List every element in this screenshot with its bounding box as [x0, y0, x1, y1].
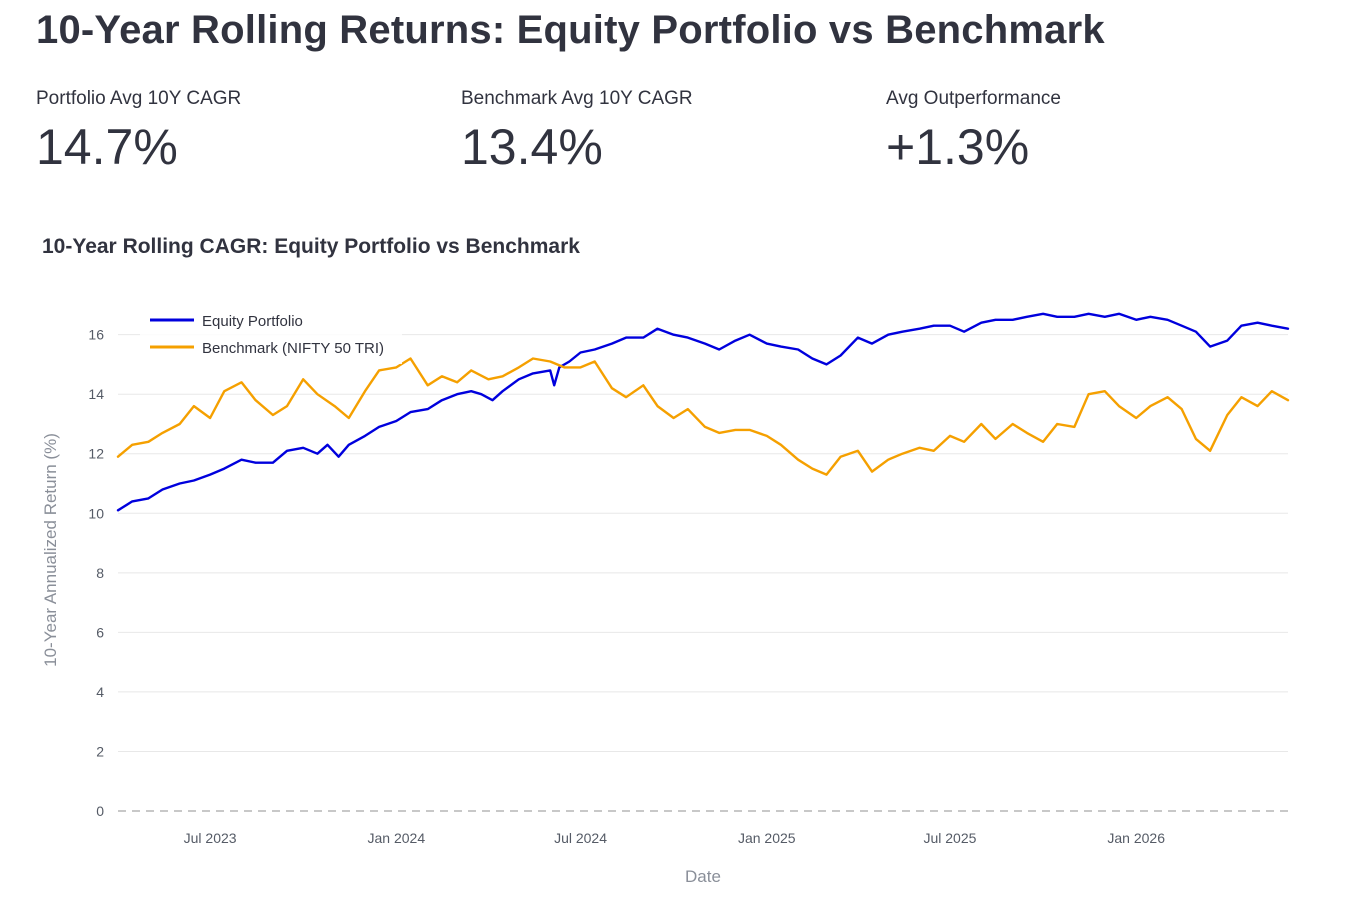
y-tick-label: 4: [96, 684, 104, 700]
metric-label: Avg Outperformance: [886, 88, 1061, 109]
y-axis-title: 10-Year Annualized Return (%): [41, 433, 60, 667]
metric-benchmark-avg: Benchmark Avg 10Y CAGR 13.4%: [461, 88, 861, 175]
metric-value: 13.4%: [461, 119, 603, 175]
metric-avg-outperformance: Avg Outperformance +1.3%: [886, 88, 1286, 175]
chart-title: 10-Year Rolling CAGR: Equity Portfolio v…: [42, 235, 580, 258]
y-tick-label: 14: [88, 386, 104, 402]
x-tick-label: Jul 2024: [554, 830, 607, 846]
metric-portfolio-avg: Portfolio Avg 10Y CAGR 14.7%: [36, 88, 436, 175]
legend-label-equity-portfolio[interactable]: Equity Portfolio: [202, 313, 303, 330]
series-line-equity-portfolio[interactable]: [116, 312, 1290, 512]
x-axis-ticks: Jul 2023 Jan 2024 Jul 2024 Jan 2025 Jul 2025…: [184, 830, 1166, 846]
y-tick-label: 10: [88, 505, 104, 521]
page-title: 10-Year Rolling Returns: Equity Portfoli…: [36, 8, 1105, 52]
y-axis-ticks: 0 2 4 6 8 10 12 14 16: [88, 327, 104, 819]
rolling-cagr-chart[interactable]: 10-Year Rolling CAGR: Equity Portfolio v…: [0, 220, 1340, 895]
x-tick-label: Jan 2024: [368, 830, 426, 846]
y-tick-label: 6: [96, 624, 104, 640]
y-tick-label: 16: [88, 327, 104, 343]
metric-label: Benchmark Avg 10Y CAGR: [461, 88, 693, 109]
series-line-benchmark[interactable]: [116, 357, 1290, 476]
gridlines: [118, 334, 1288, 812]
legend[interactable]: Equity Portfolio Benchmark (NIFTY 50 TRI…: [140, 302, 402, 364]
metric-value: +1.3%: [886, 119, 1030, 175]
x-axis-title: Date: [685, 867, 721, 886]
y-tick-label: 0: [96, 803, 104, 819]
legend-label-benchmark[interactable]: Benchmark (NIFTY 50 TRI): [202, 340, 384, 357]
metric-label: Portfolio Avg 10Y CAGR: [36, 88, 242, 109]
series-lines[interactable]: [116, 312, 1290, 512]
metric-value: 14.7%: [36, 119, 178, 175]
y-tick-label: 12: [88, 446, 104, 462]
x-tick-label: Jul 2025: [923, 830, 976, 846]
legend-background: [140, 302, 402, 364]
x-tick-label: Jan 2025: [738, 830, 796, 846]
x-tick-label: Jan 2026: [1107, 830, 1165, 846]
x-tick-label: Jul 2023: [184, 830, 237, 846]
y-tick-label: 8: [96, 565, 104, 581]
y-tick-label: 2: [96, 743, 104, 759]
